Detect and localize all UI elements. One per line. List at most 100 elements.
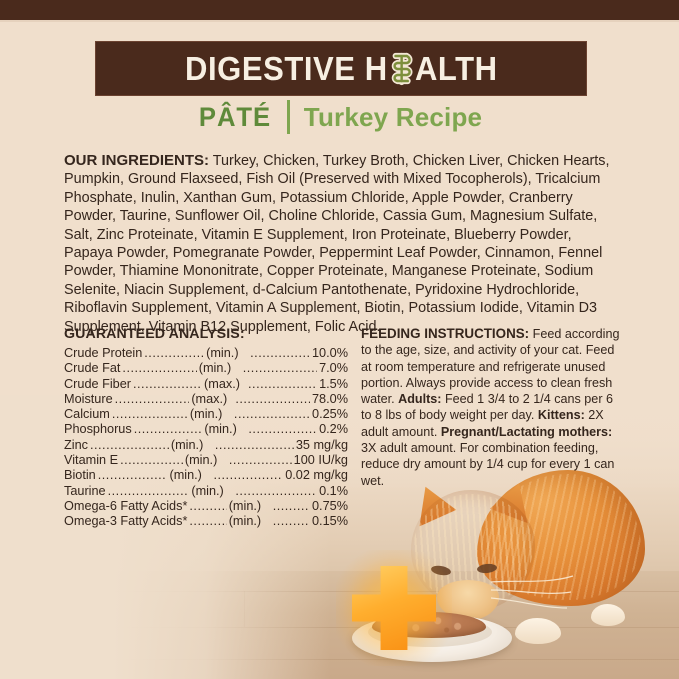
analysis-qualifier: (min.) — [189, 407, 223, 422]
cat-hind-paw — [591, 604, 625, 626]
analysis-value: 0.25% — [312, 407, 348, 422]
ingredients-text: Turkey, Chicken, Turkey Broth, Chicken L… — [64, 153, 610, 335]
feeding-mothers-text: 3X adult amount. For combination feeding… — [361, 441, 615, 488]
analysis-qualifier: (min.) — [204, 422, 237, 437]
intestine-icon — [388, 52, 413, 86]
analysis-leader-dots: ........................................… — [235, 391, 310, 406]
subtitle-divider — [286, 100, 290, 134]
top-border-bar — [0, 0, 679, 20]
analysis-value: 0.15% — [312, 514, 348, 529]
analysis-leader-dots: ........................................… — [233, 407, 311, 422]
subtitle-recipe: Turkey Recipe — [303, 101, 483, 132]
analysis-leader-dots: ........................................… — [97, 468, 168, 483]
analysis-row: Crude Fiber.............................… — [64, 377, 348, 392]
plus-health-badge — [336, 550, 452, 666]
analysis-value: 0.02 mg/kg — [285, 468, 348, 483]
analysis-leader-dots: ........................................… — [250, 346, 310, 360]
analysis-nutrient-name: Crude Fat — [64, 361, 121, 376]
analysis-row: Calcium.................................… — [64, 407, 348, 422]
banner-title-part2: ALTH — [414, 49, 498, 87]
analysis-leader-dots: ........................................… — [248, 376, 317, 391]
analysis-nutrient-name: Omega-6 Fatty Acids* — [64, 498, 188, 513]
analysis-leader-dots: ........................................… — [144, 346, 205, 360]
analysis-leader-dots: ........................................… — [189, 498, 227, 513]
analysis-value: 1.5% — [319, 376, 348, 391]
analysis-leader-dots: ........................................… — [122, 361, 197, 376]
analysis-qualifier: (min.) — [228, 514, 262, 529]
feeding-adults-label: Adults: — [398, 392, 442, 407]
feeding-intro: Feed according to the age, size, and act… — [361, 327, 620, 407]
analysis-qualifier: (min.) — [206, 346, 239, 360]
analysis-leader-dots: ........................................… — [111, 407, 188, 422]
analysis-leader-dots: ........................................… — [214, 437, 294, 452]
feeding-instructions-heading: FEEDING INSTRUCTIONS: — [361, 326, 530, 341]
photo-left-fade — [0, 395, 330, 679]
analysis-leader-dots: ........................................… — [228, 453, 292, 468]
analysis-leader-dots: ........................................… — [272, 498, 310, 513]
analysis-leader-dots: ........................................… — [133, 376, 202, 391]
analysis-row: Crude Protein...........................… — [64, 346, 348, 361]
analysis-value: 78.0% — [312, 391, 348, 406]
analysis-row: Phosphorus..............................… — [64, 422, 348, 437]
analysis-value: 35 mg/kg — [295, 437, 348, 452]
analysis-qualifier: (min.) — [169, 468, 202, 483]
analysis-value: 10.0% — [312, 346, 348, 360]
analysis-row: Omega-3 Fatty Acids*....................… — [64, 514, 348, 529]
ingredients-heading: OUR INGREDIENTS: — [64, 152, 210, 169]
analysis-leader-dots: ........................................… — [89, 437, 169, 452]
subtitle-pate: PÂTÉ — [198, 101, 271, 132]
analysis-qualifier: (min.) — [228, 498, 262, 513]
analysis-value: 0.2% — [319, 422, 348, 437]
analysis-nutrient-name: Phosphorus — [64, 422, 132, 437]
analysis-nutrient-name: Crude Fiber — [64, 376, 131, 391]
cat-whiskers — [490, 575, 574, 609]
analysis-leader-dots: ........................................… — [248, 422, 317, 437]
analysis-row: Moisture................................… — [64, 392, 348, 407]
analysis-leader-dots: ........................................… — [242, 361, 318, 376]
analysis-nutrient-name: Vitamin E — [64, 453, 119, 468]
analysis-leader-dots: ........................................… — [120, 453, 183, 468]
analysis-leader-dots: ........................................… — [133, 422, 203, 437]
analysis-value: 100 IU/kg — [293, 453, 348, 468]
analysis-nutrient-name: Crude Protein — [64, 346, 143, 360]
analysis-leader-dots: ........................................… — [235, 483, 317, 498]
analysis-row: Biotin..................................… — [64, 468, 348, 483]
analysis-qualifier: (min.) — [170, 437, 204, 452]
guaranteed-analysis-section: GUARANTEED ANALYSIS: Crude Protein......… — [64, 326, 348, 530]
cat-front-paw — [515, 618, 561, 644]
banner-title-part1: DIGESTIVE H — [184, 49, 388, 87]
analysis-value: 0.75% — [312, 498, 348, 513]
feeding-kittens-label: Kittens: — [537, 408, 585, 423]
guaranteed-analysis-heading: GUARANTEED ANALYSIS: — [64, 326, 245, 342]
banner-title: DIGESTIVE H ALTH — [185, 50, 498, 88]
analysis-nutrient-name: Omega-3 Fatty Acids* — [64, 514, 188, 529]
analysis-nutrient-name: Moisture — [64, 391, 113, 406]
analysis-row: Omega-6 Fatty Acids*....................… — [64, 499, 348, 514]
analysis-qualifier: (min.) — [198, 361, 232, 376]
analysis-nutrient-name: Taurine — [64, 483, 106, 498]
ingredients-section: OUR INGREDIENTS: Turkey, Chicken, Turkey… — [64, 152, 616, 336]
analysis-row: Vitamin E...............................… — [64, 453, 348, 468]
cat-body — [477, 470, 645, 606]
analysis-qualifier: (min.) — [191, 483, 224, 498]
analysis-nutrient-name: Zinc — [64, 437, 88, 452]
feeding-adults-text: Feed 1 3/4 to 2 1/4 cans per 6 to 8 lbs … — [361, 392, 614, 423]
feeding-mothers-label: Pregnant/Lactating mothers: — [440, 424, 613, 439]
feeding-instructions-text: FEEDING INSTRUCTIONS: Feed according to … — [361, 326, 623, 489]
analysis-value: 7.0% — [319, 361, 348, 376]
digestive-health-banner: DIGESTIVE H ALTH — [95, 41, 587, 96]
analysis-qualifier: (min.) — [184, 453, 218, 468]
top-border-hairline — [0, 20, 679, 22]
analysis-value: 0.1% — [319, 483, 348, 498]
feeding-instructions-section: FEEDING INSTRUCTIONS: Feed according to … — [361, 326, 623, 489]
analysis-leader-dots: ........................................… — [272, 514, 310, 529]
analysis-qualifier: (max.) — [191, 391, 228, 406]
analysis-row: Crude Fat...............................… — [64, 361, 348, 376]
guaranteed-analysis-table: Crude Protein...........................… — [64, 346, 348, 530]
analysis-leader-dots: ........................................… — [189, 514, 227, 529]
analysis-qualifier: (max.) — [204, 376, 240, 391]
feeding-kittens-text: 2X adult amount. — [361, 408, 604, 439]
analysis-row: Taurine.................................… — [64, 484, 348, 499]
analysis-leader-dots: ........................................… — [213, 468, 283, 483]
